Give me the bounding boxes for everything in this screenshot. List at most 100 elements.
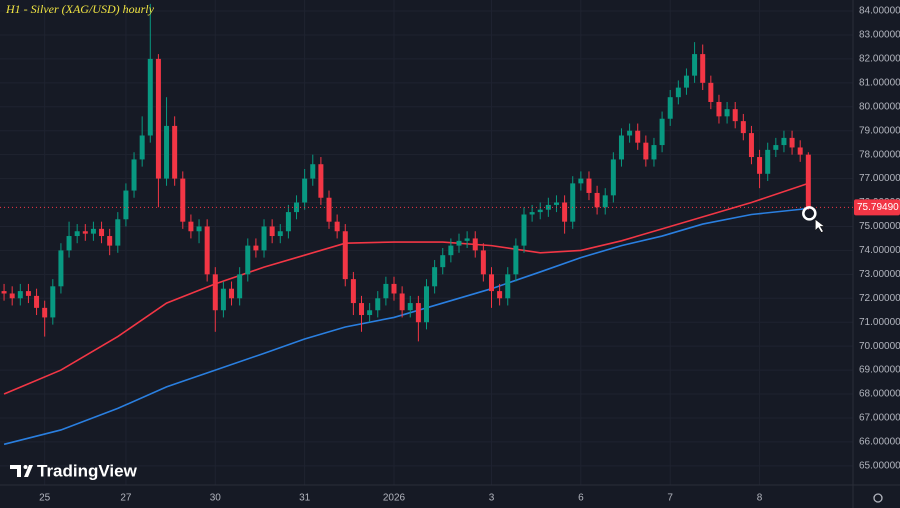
candles [1,3,811,342]
y-tick-label: 84.000000 [859,6,900,17]
candle-body [602,195,608,208]
y-tick-label: 70.000000 [859,341,900,352]
settings-icon[interactable] [873,493,883,503]
candle-body [383,283,389,299]
x-tick-label: 27 [120,493,132,504]
candle-body [359,303,365,316]
candle-body [42,307,48,318]
x-tick-label: 7 [667,493,673,504]
candle-body [407,303,413,311]
candle-body [627,130,633,136]
y-tick-label: 77.000000 [859,173,900,184]
candle-body [155,58,161,179]
candle-body [245,245,251,275]
candle-body [123,190,129,220]
candle-body [415,303,421,323]
y-tick-label: 72.000000 [859,293,900,304]
candle-body [757,157,763,174]
logo-dot [23,465,28,469]
candle-body [17,291,23,299]
candle-body [9,293,15,299]
candle-body [375,298,381,311]
candle-body [472,238,478,251]
candle-body [310,164,316,179]
candle-body [237,274,243,299]
candle-body [318,164,324,198]
chart-title: H1 - Silver (XAG/USD) hourly [5,2,155,16]
last-price-box [854,199,900,216]
candle-body [90,228,96,234]
candle-body [131,159,137,191]
y-tick-label: 71.000000 [859,317,900,328]
candle-body [716,101,722,117]
candle-body [464,238,470,241]
candle-body [692,54,698,76]
gear[interactable] [873,493,883,503]
candle-body [635,130,641,143]
y-tick-label: 80.000000 [859,101,900,112]
candle-body [480,250,486,275]
candle-body [74,231,80,237]
x-tick-label: 25 [39,493,51,504]
y-tick-label: 83.000000 [859,30,900,41]
candle-body [220,288,226,311]
candle-body [708,82,714,102]
candle-body [610,159,616,196]
candle-body [797,147,803,155]
candle-body [269,226,275,237]
candle-body [505,274,511,299]
candle-body [651,145,657,160]
y-tick-label: 66.000000 [859,437,900,448]
candle-body [188,221,194,232]
y-tick-label: 78.000000 [859,149,900,160]
candle-body [342,231,348,280]
candle-body [586,178,592,193]
candle-body [196,226,202,232]
y-tick-label: 79.000000 [859,125,900,136]
last-price-label: 75.79490 [857,202,899,213]
candle-body [229,288,235,299]
candle-body [25,291,31,296]
candle-body [521,214,527,246]
candle-body [285,212,291,232]
candle-body [261,226,267,251]
candle-body [578,178,584,184]
candle-body [643,142,649,160]
cursor-arrow [815,218,826,233]
candle-body [488,274,494,292]
candle-body [594,192,600,208]
y-tick-label: 74.000000 [859,245,900,256]
candle-body [740,121,746,134]
candle-body [440,255,446,268]
candle-body [424,286,429,323]
cursor-marker [802,206,817,221]
y-tick-label: 82.000000 [859,54,900,65]
candle-body [765,149,771,174]
logo: TradingView [10,461,138,480]
candle-body [700,54,706,83]
candle-body [302,178,308,203]
candle-body [570,183,576,222]
candle-body [99,228,105,237]
candle-body [164,125,170,179]
candle-body [334,221,340,232]
logo-icon [10,465,33,477]
candle-body [50,286,56,318]
candle-body [391,283,397,294]
candle-body [277,231,283,237]
candle-body [553,202,559,205]
candle-body [748,133,754,158]
candle-body [82,231,88,234]
candle-body [66,236,72,251]
candle-body [139,135,145,160]
candle-body [253,245,259,251]
candle-body [805,154,811,208]
candle-body [781,137,787,146]
y-tick-label: 81.000000 [859,77,900,88]
candle-body [448,245,454,256]
grid [0,0,853,485]
candle-body [350,279,356,304]
candle-body [212,274,218,311]
candle-body [58,250,64,287]
